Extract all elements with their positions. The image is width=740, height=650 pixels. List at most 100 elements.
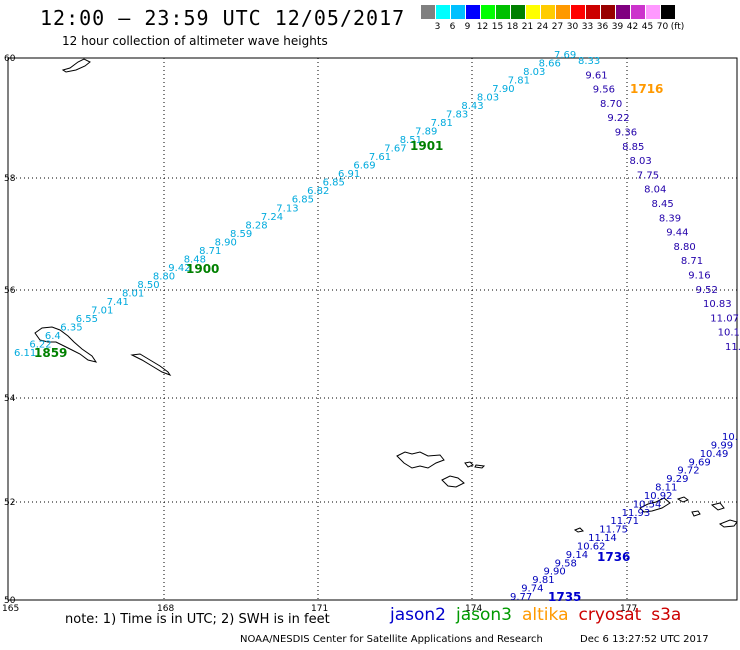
legend-swatch xyxy=(586,5,601,19)
wave-height-value: 8.85 xyxy=(622,142,644,153)
satellite-s3a: s3a xyxy=(651,605,682,625)
wave-height-value: 10.92 xyxy=(644,491,673,502)
legend-tick: 36 xyxy=(596,22,609,32)
legend-tick: 33 xyxy=(581,22,594,32)
wave-height-value: 8.03 xyxy=(630,156,652,167)
wave-height-value: 9.58 xyxy=(555,558,577,569)
wave-height-value: 8.33 xyxy=(578,56,600,67)
track-altika-north: 8.33 9.61 9.56 8.70 9.22 9.36 8.85 8.03 7.75 8.04… xyxy=(578,56,740,353)
time-stamp: 1735 xyxy=(548,590,581,604)
legend-tick: 12 xyxy=(476,22,489,32)
satellite-cryosat: cryosat xyxy=(578,605,642,625)
legend-tick: 3 xyxy=(434,22,441,32)
wave-height-value: 10.54 xyxy=(633,499,662,510)
legend-swatch xyxy=(421,5,436,19)
wave-height-value: 9.77 xyxy=(510,592,532,603)
map-frame xyxy=(7,57,738,601)
wave-height-value: 7.41 xyxy=(107,297,129,308)
legend-swatch xyxy=(526,5,541,19)
legend-swatch xyxy=(541,5,556,19)
track-jason2-south: 9.779.749.819.909.589.1410.6211.1411.751… xyxy=(510,432,738,603)
legend-swatch xyxy=(646,5,661,19)
legend-tick: 39 xyxy=(611,22,624,32)
wave-height-value: 9.16 xyxy=(688,271,710,282)
wave-height-value: 8.48 xyxy=(184,254,206,265)
wave-height-value: 8.03 xyxy=(523,67,545,78)
wave-height-value: 7.69 xyxy=(554,50,576,61)
wave-height-value: 7.24 xyxy=(261,212,283,223)
wave-height-value: 10.83 xyxy=(703,299,732,310)
wave-height-value: 7.81 xyxy=(508,76,530,87)
legend-tick: 45 xyxy=(641,22,654,32)
time-stamp: 1859 xyxy=(34,346,67,360)
lat-label: 56 xyxy=(4,286,16,296)
wave-height-value: 9.42 xyxy=(168,263,190,274)
wave-height-value: 6.82 xyxy=(307,186,329,197)
legend-tick: 42 xyxy=(626,22,639,32)
wave-height-value: 11.07 xyxy=(710,313,739,324)
wave-height-value: 11. xyxy=(725,342,740,353)
map-grid xyxy=(8,58,737,600)
legend-swatch xyxy=(616,5,631,19)
wave-height-value: 9.44 xyxy=(666,228,688,239)
wave-height-color-legend xyxy=(421,5,676,19)
wave-height-value: 6.11 xyxy=(14,348,36,359)
legend-tick: 24 xyxy=(536,22,549,32)
legend-swatch xyxy=(481,5,496,19)
wave-height-value: 10.1 xyxy=(718,328,740,339)
wave-height-value: 8.39 xyxy=(659,213,681,224)
wave-height-value: 7.01 xyxy=(91,305,113,316)
credit-line: NOAA/NESDIS Center for Satellite Applica… xyxy=(240,634,709,645)
legend-tick: 70 xyxy=(656,22,669,32)
wave-height-value: 8.43 xyxy=(461,101,483,112)
wave-height-value: 7.75 xyxy=(637,170,659,181)
wave-height-value: 9.72 xyxy=(677,466,699,477)
wave-height-value: 8.71 xyxy=(199,246,221,257)
wave-height-value: 8.71 xyxy=(681,256,703,267)
wave-height-value: 8.28 xyxy=(245,220,267,231)
lat-label: 58 xyxy=(4,174,16,184)
time-stamp: 1736 xyxy=(597,550,630,564)
wave-height-value: 8.50 xyxy=(137,280,159,291)
legend-tick: 18 xyxy=(506,22,519,32)
wave-height-value: 9.90 xyxy=(544,567,566,578)
wave-height-value: 7.90 xyxy=(492,84,514,95)
wave-height-value: 7.81 xyxy=(431,118,453,129)
wave-height-value: 10.62 xyxy=(577,542,606,553)
wave-height-value: 8.01 xyxy=(122,288,144,299)
wave-height-value: 7.67 xyxy=(384,144,406,155)
legend-swatch xyxy=(451,5,466,19)
satellite-jason2: jason2 xyxy=(390,605,446,625)
wave-height-value: 9.36 xyxy=(615,128,637,139)
wave-height-value: 9.14 xyxy=(566,550,588,561)
wave-height-value: 8.04 xyxy=(644,185,666,196)
lat-label: 54 xyxy=(4,394,16,404)
wave-height-value: 9.56 xyxy=(593,85,615,96)
wave-height-value: 8.80 xyxy=(674,242,696,253)
wave-height-value: 6.69 xyxy=(353,161,375,172)
wave-height-value: 6.22 xyxy=(29,340,51,351)
wave-height-value: 9.22 xyxy=(607,113,629,124)
lat-label: 52 xyxy=(4,498,15,508)
time-stamp: 1716 xyxy=(630,82,663,96)
satellite-jason3: jason3 xyxy=(456,605,512,625)
wave-height-value: 9.99 xyxy=(711,440,733,451)
wave-height-value: 11.14 xyxy=(588,533,617,544)
satellite-legend: jason2 jason3 altika cryosat s3a xyxy=(390,605,691,625)
legend-swatch xyxy=(436,5,451,19)
legend-swatch xyxy=(661,5,676,19)
legend-swatch xyxy=(601,5,616,19)
wave-height-value: 9.52 xyxy=(696,285,718,296)
time-stamp: 1901 xyxy=(410,139,443,153)
generation-timestamp: Dec 6 13:27:52 UTC 2017 xyxy=(580,634,709,645)
wave-height-value: 8.51 xyxy=(400,135,422,146)
wave-height-value: 9.29 xyxy=(666,474,688,485)
lon-label: 177 xyxy=(620,604,637,614)
legend-tick: 30 xyxy=(566,22,579,32)
lon-label: 168 xyxy=(157,604,174,614)
wave-height-value: 8.03 xyxy=(477,93,499,104)
wave-height-value: 6.85 xyxy=(323,178,345,189)
legend-swatch xyxy=(511,5,526,19)
wave-height-value: 9.69 xyxy=(689,457,711,468)
coastlines xyxy=(34,58,738,533)
